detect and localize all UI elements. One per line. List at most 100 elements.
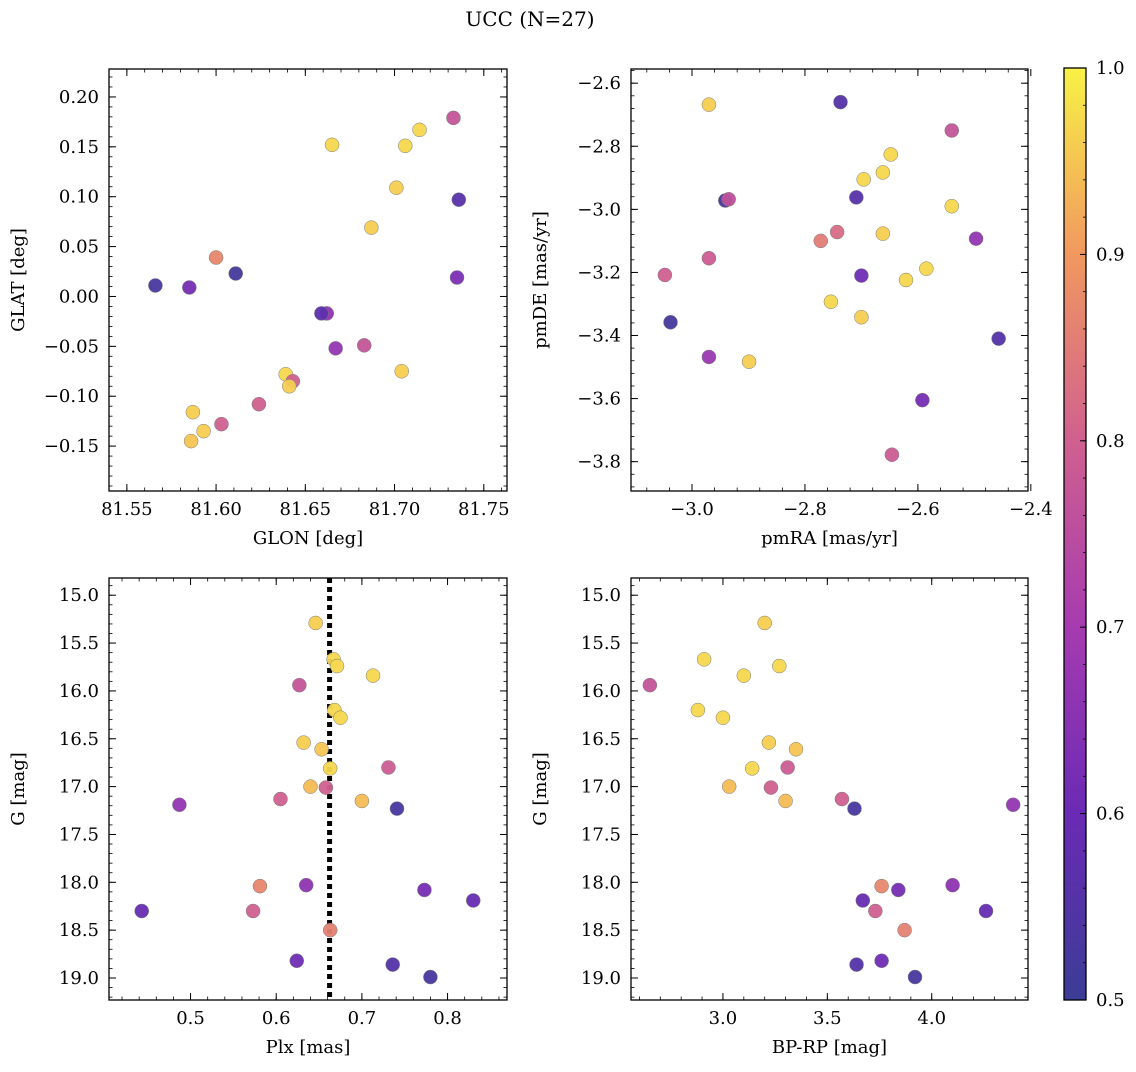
scatter-point [183,433,199,449]
y-tick-label: 16.5 [59,729,99,750]
scatter-point [696,652,712,667]
scatter-point [318,780,334,795]
x-tick-label: 81.75 [458,499,510,520]
y-tick-label: −3.0 [577,199,621,220]
scatter-point [741,354,757,369]
scatter-point [772,658,787,674]
y-tick-label: 15.5 [581,633,621,654]
y-tick-label: 19.0 [59,968,99,989]
panel-bprp-g: 3.0 3.5 4.0 15.0 15.5 16.0 16.5 17.0 17.5 18.0 18.… [530,577,1029,1058]
y-tick-label: 15.5 [59,633,99,654]
scatter-point [945,877,960,893]
scatter-point [968,231,984,246]
scatter-point [412,122,427,138]
scatter-point [944,198,960,214]
x-tick-label: −2.8 [783,499,827,520]
scatter-point [314,306,329,321]
scatter-point [834,791,850,807]
y-tick-label: −3.6 [577,389,621,410]
x-axis-label: GLON [deg] [253,528,363,549]
axes-frame [630,577,1029,1001]
x-tick-label: 4.0 [917,1008,946,1029]
x-tick-label: 0.6 [262,1008,291,1029]
scatter-point [196,423,211,439]
colorbar: 0.5 0.6 0.7 0.8 0.9 1.0 [1063,58,1125,1011]
scatter-point [385,957,400,972]
scatter-point [919,261,934,276]
y-tick-label: 18.0 [59,872,99,893]
axes-frame [630,68,1029,492]
y-tick-label: −0.10 [44,386,99,407]
scatter-point [328,341,343,356]
x-tick-label: 3.5 [813,1008,842,1029]
scatter-point [657,267,673,283]
y-tick-label: 19.0 [581,968,621,989]
scatter-point [449,270,465,285]
x-tick-label: 0.5 [176,1008,205,1029]
y-tick-label: 0.00 [59,286,99,307]
scatter-point [398,138,413,154]
scatter-point [364,220,379,235]
scatter-point [847,801,862,816]
x-tick-label: −3.0 [670,499,714,520]
scatter-point [446,110,461,126]
scatter-point [642,677,658,693]
scatter-point [134,903,149,919]
x-tick-label: 81.55 [101,499,153,520]
y-tick-label: 15.0 [59,585,99,606]
scatter-point [663,315,678,330]
y-tick-label: −3.2 [577,262,621,283]
scatter-point [356,338,372,353]
y-axis-label: pmDE [mas/yr] [530,211,551,349]
scatter-point [874,953,889,969]
panel-plx-g: 0.5 0.6 0.7 0.8 15.0 15.5 16.0 16.5 17.0 17.5 18.0… [8,577,508,1058]
scatter-point [898,272,914,288]
scatter-point [874,878,889,894]
x-tick-label: −2.6 [896,499,940,520]
x-axis-label: Plx [mas] [266,1037,351,1058]
y-tick-label: 0.15 [59,137,99,158]
scatter-point [854,309,869,325]
y-tick-label: 0.05 [59,237,99,258]
axes-frame [108,577,508,1001]
scatter-point [744,761,760,776]
scatter-point [978,903,994,919]
scatter-point [389,801,405,816]
scatter-point [875,226,891,241]
y-tick-label: −3.8 [577,452,621,473]
scatter-point [417,882,432,898]
scatter-point [182,280,197,295]
scatter-point [883,147,899,162]
scatter-point [185,404,201,420]
x-tick-label: 81.60 [190,499,242,520]
scatter-point [833,94,848,110]
scatter-point [715,710,731,725]
scatter-point [324,137,340,153]
scatter-point [252,878,268,894]
scatter-point [389,180,404,195]
scatter-point [701,250,717,266]
scatter-point [701,97,717,112]
colorbar-tick-label: 1.0 [1096,58,1125,79]
scatter-point [944,123,960,138]
scatter-point [228,266,243,281]
scatter-point [757,615,772,631]
scatter-point [292,677,307,693]
y-tick-label: −3.4 [577,326,621,347]
scatter-point [322,922,338,938]
x-tick-label: 3.0 [709,1008,738,1029]
y-tick-label: 0.10 [59,187,99,208]
scatter-point [721,779,737,794]
scatter-point [148,278,163,293]
scatter-point [308,615,323,631]
x-tick-label: 81.65 [280,499,332,520]
scatter-point [780,760,795,775]
scatter-point [172,797,187,813]
scatter-point [991,331,1006,346]
scatter-point [763,780,779,795]
scatter-point [296,735,311,750]
y-tick-label: 18.0 [581,872,621,893]
scatter-point [736,668,752,683]
scatter-point [423,969,438,985]
y-tick-label: −0.05 [44,336,99,357]
